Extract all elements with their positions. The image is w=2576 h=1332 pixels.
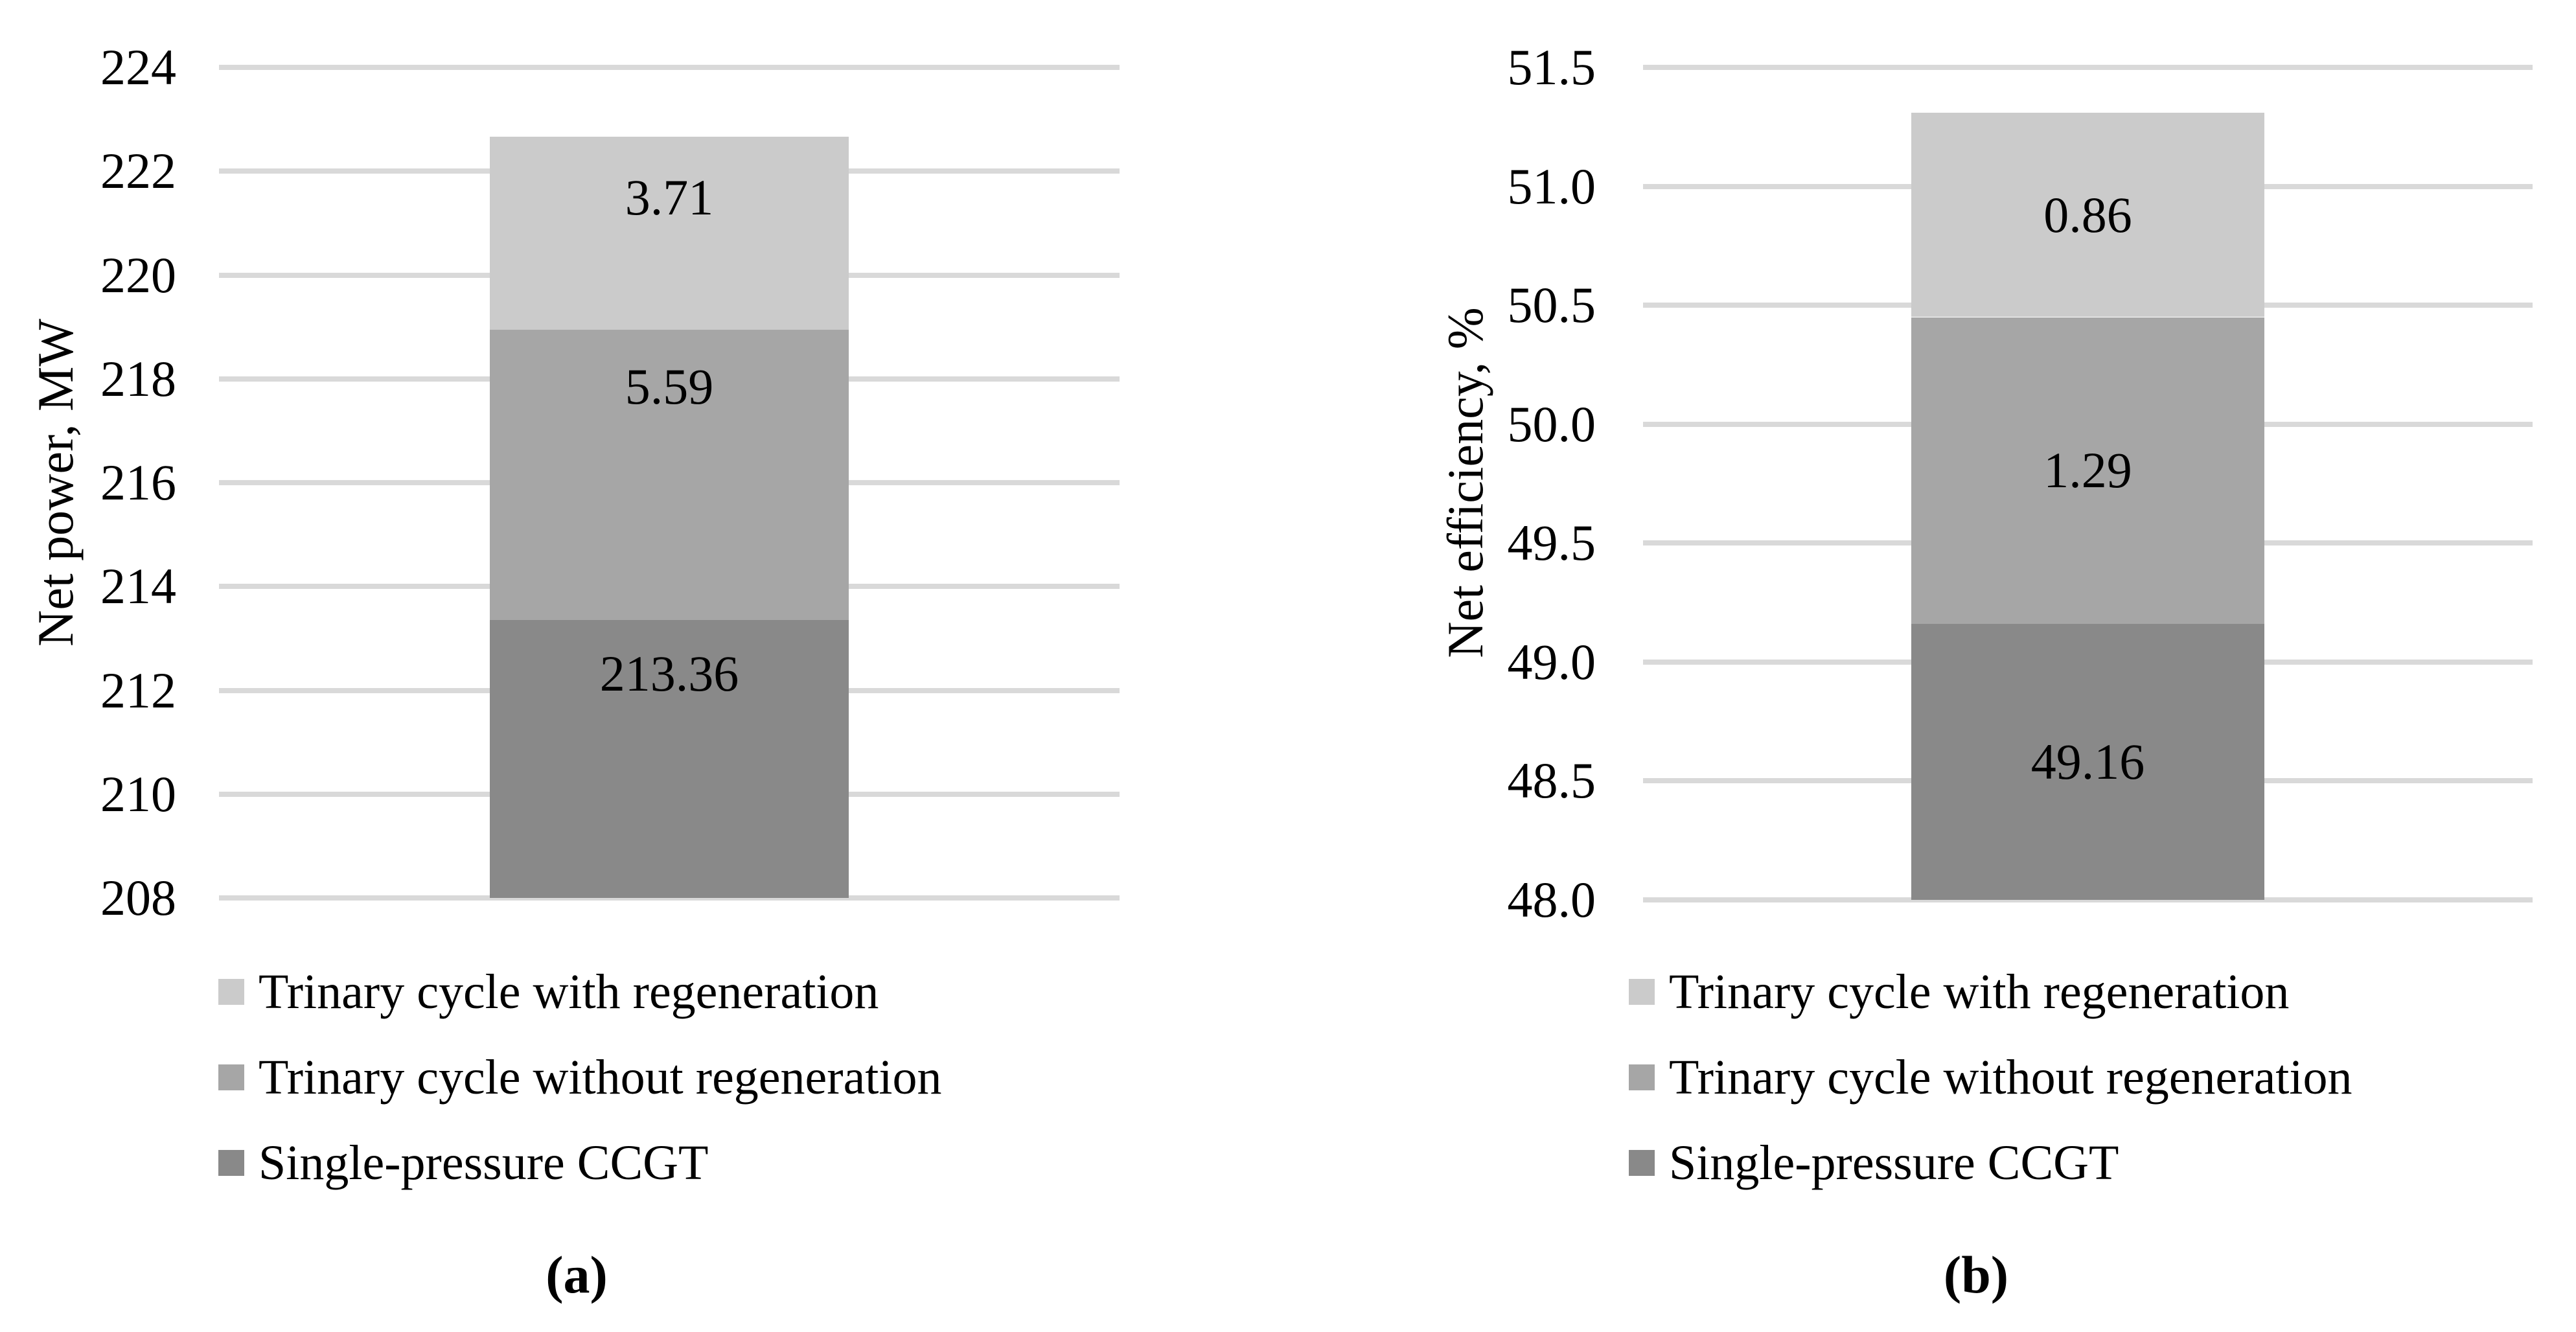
legend-item: Trinary cycle without regeneration: [218, 1050, 942, 1105]
legend-b: Trinary cycle with regeneration Trinary …: [1629, 964, 2352, 1223]
legend-swatch-light-icon: [1629, 979, 1655, 1005]
y-tick-label: 224: [100, 39, 176, 95]
legend-swatch-medium-icon: [1629, 1064, 1655, 1090]
bar-segment: [1911, 317, 2264, 625]
bar-segment: [490, 329, 849, 620]
y-tick-label: 50.5: [1507, 277, 1596, 334]
bar-value-label: 5.59: [625, 358, 714, 415]
legend-item: Single-pressure CCGT: [1629, 1135, 2352, 1190]
legend-item: Single-pressure CCGT: [218, 1135, 942, 1190]
legend-swatch-medium-icon: [218, 1064, 244, 1090]
y-tick-label: 220: [100, 246, 176, 303]
y-tick-label: 212: [100, 661, 176, 718]
legend-item-label: Trinary cycle without regeneration: [259, 1050, 942, 1105]
bar-segment: [490, 619, 849, 898]
bar-value-label: 3.71: [625, 169, 714, 225]
legend-item: Trinary cycle without regeneration: [1629, 1050, 2352, 1105]
legend-item-label: Trinary cycle without regeneration: [1669, 1050, 2352, 1105]
bar-segment: [1911, 112, 2264, 317]
subfigure-caption-a: (a): [546, 1245, 608, 1304]
legend-item: Trinary cycle with regeneration: [218, 964, 942, 1019]
y-tick-label: 49.0: [1507, 633, 1596, 690]
legend-swatch-dark-icon: [218, 1150, 244, 1176]
y-tick-label: 48.5: [1507, 752, 1596, 809]
y-tick-label: 218: [100, 350, 176, 407]
legend-item-label: Trinary cycle with regeneration: [259, 964, 879, 1019]
y-axis-title-b: Net efficiency, %: [1437, 307, 1493, 658]
bar-value-label: 0.86: [2043, 186, 2132, 243]
y-tick-label: 208: [100, 869, 176, 926]
gridline: [219, 65, 1120, 70]
y-tick-label: 216: [100, 454, 176, 511]
bar-value-label: 1.29: [2043, 442, 2132, 499]
y-tick-label: 222: [100, 143, 176, 200]
gridline: [1643, 897, 2533, 902]
gridline: [1643, 65, 2533, 70]
y-tick-label: 48.0: [1507, 871, 1596, 928]
legend-item-label: Single-pressure CCGT: [1669, 1135, 2119, 1190]
gridline: [219, 895, 1120, 901]
y-tick-label: 50.0: [1507, 395, 1596, 452]
y-tick-label: 51.5: [1507, 39, 1596, 95]
legend-item: Trinary cycle with regeneration: [1629, 964, 2352, 1019]
legend-swatch-light-icon: [218, 979, 244, 1005]
bar-segment: [490, 137, 849, 330]
bar-value-label: 49.16: [2030, 733, 2145, 790]
legend-a: Trinary cycle with regeneration Trinary …: [218, 964, 942, 1223]
legend-item-label: Single-pressure CCGT: [259, 1135, 709, 1190]
legend-item-label: Trinary cycle with regeneration: [1669, 964, 2290, 1019]
bar-segment: [1911, 624, 2264, 900]
y-tick-label: 49.5: [1507, 514, 1596, 571]
y-tick-label: 51.0: [1507, 157, 1596, 214]
subfigure-caption-b: (b): [1943, 1245, 2009, 1304]
y-tick-label: 214: [100, 558, 176, 615]
legend-swatch-dark-icon: [1629, 1150, 1655, 1176]
y-tick-label: 210: [100, 765, 176, 822]
bar-value-label: 213.36: [599, 645, 739, 702]
